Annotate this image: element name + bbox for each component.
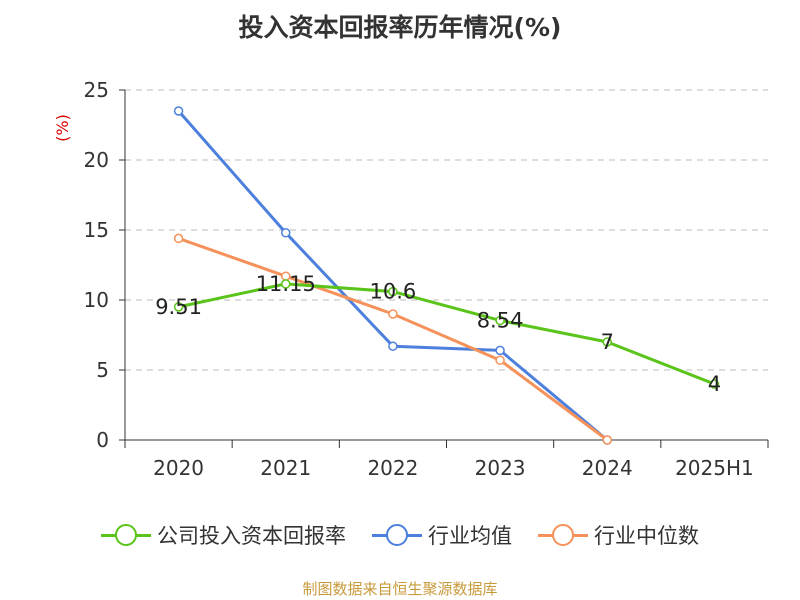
data-point [388, 286, 398, 297]
y-tick-label: 20 [84, 148, 109, 172]
data-label: 9.51 [155, 295, 202, 319]
x-tick-label: 2024 [582, 456, 633, 480]
chart-title: 投入资本回报率历年情况(%) [238, 13, 562, 42]
legend-label: 行业中位数 [594, 524, 699, 548]
y-tick-label: 5 [96, 358, 109, 382]
y-tick-label: 25 [84, 78, 109, 102]
data-label: 7 [601, 330, 614, 354]
legend-swatch [538, 524, 588, 546]
data-point [388, 309, 398, 319]
series-line [178, 236, 609, 442]
legend-swatch [372, 524, 422, 546]
gridlines [125, 89, 768, 371]
data-point [388, 341, 398, 351]
data-point [709, 379, 720, 389]
y-axis-title: (%) [53, 114, 72, 142]
legend-item[interactable]: 行业均值 [372, 520, 512, 550]
data-point [173, 106, 184, 116]
data-point [495, 315, 505, 326]
legend-label: 公司投入资本回报率 [157, 524, 346, 548]
data-labels: 9.51 11.15 10.6 8.54 7 4 [155, 272, 721, 396]
legend-marker [386, 524, 408, 546]
legend-item[interactable]: 公司投入资本回报率 [101, 520, 346, 550]
source-note: 制图数据来自恒生聚源数据库 [302, 580, 498, 598]
data-point [495, 355, 505, 365]
y-tick-label: 0 [96, 428, 109, 452]
data-label: 11.15 [256, 272, 316, 296]
x-tick-label: 2021 [260, 456, 311, 480]
legend-marker [115, 524, 137, 546]
y-tick-label: 10 [84, 288, 109, 312]
series-line [178, 282, 715, 386]
x-tick-label: 2020 [153, 456, 204, 480]
legend-marker [552, 524, 574, 546]
legend-label: 行业均值 [428, 524, 512, 548]
data-point [281, 228, 291, 238]
axes: 0 5 10 15 20 25 2020 2021 2022 2023 2024 2025H1 (%) [53, 78, 769, 480]
data-point [602, 337, 612, 347]
y-tick-label: 15 [84, 218, 109, 242]
legend-swatch [101, 524, 151, 546]
x-tick-label: 2023 [475, 456, 526, 480]
legend: 公司投入资本回报率 行业均值 行业中位数 [0, 520, 800, 550]
series [173, 106, 720, 445]
data-point [173, 233, 184, 244]
data-label: 4 [708, 372, 721, 396]
legend-item[interactable]: 行业中位数 [538, 520, 699, 550]
data-point [173, 302, 184, 312]
data-point [495, 345, 505, 356]
x-tick-label: 2025H1 [675, 456, 754, 480]
data-point [281, 279, 291, 289]
x-tick-label: 2022 [367, 456, 418, 480]
data-point [602, 435, 612, 445]
data-label: 10.6 [370, 280, 417, 304]
data-label: 8.54 [477, 308, 524, 332]
